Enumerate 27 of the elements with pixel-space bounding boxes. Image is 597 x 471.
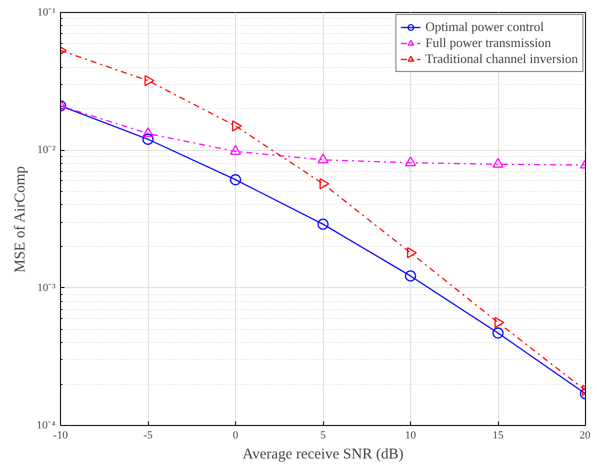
x-tick-label: -10 [53,430,68,442]
point [144,75,154,86]
point [230,174,242,186]
y-tick-label: 10⁻¹ [37,6,56,18]
point [317,154,329,164]
point [230,145,242,155]
x-tick-label: 20 [580,430,591,442]
legend-label: Optimal power control [425,19,544,35]
x-tick-label: 15 [492,430,504,442]
y-tick-label: 10⁻² [37,144,56,156]
point [404,270,416,282]
x-axis-title: Average receive SNR (dB) [242,446,404,462]
point [404,156,416,166]
x-tick-label: 5 [320,430,326,442]
point [492,158,504,168]
point [492,327,504,339]
point [232,120,242,132]
legend-label: Traditional channel inversion [425,51,578,67]
y-tick-label: 10⁻³ [37,282,56,294]
x-tick-label: 10 [405,430,416,442]
y-axis-title: MSE of AirComp [12,166,29,273]
point [320,178,330,190]
y-tick-label: 10⁻⁴ [36,420,56,432]
legend-label: Full power transmission [425,35,552,51]
x-tick-label: -5 [143,430,154,442]
x-tick-label: 0 [232,430,239,442]
point [317,218,329,230]
